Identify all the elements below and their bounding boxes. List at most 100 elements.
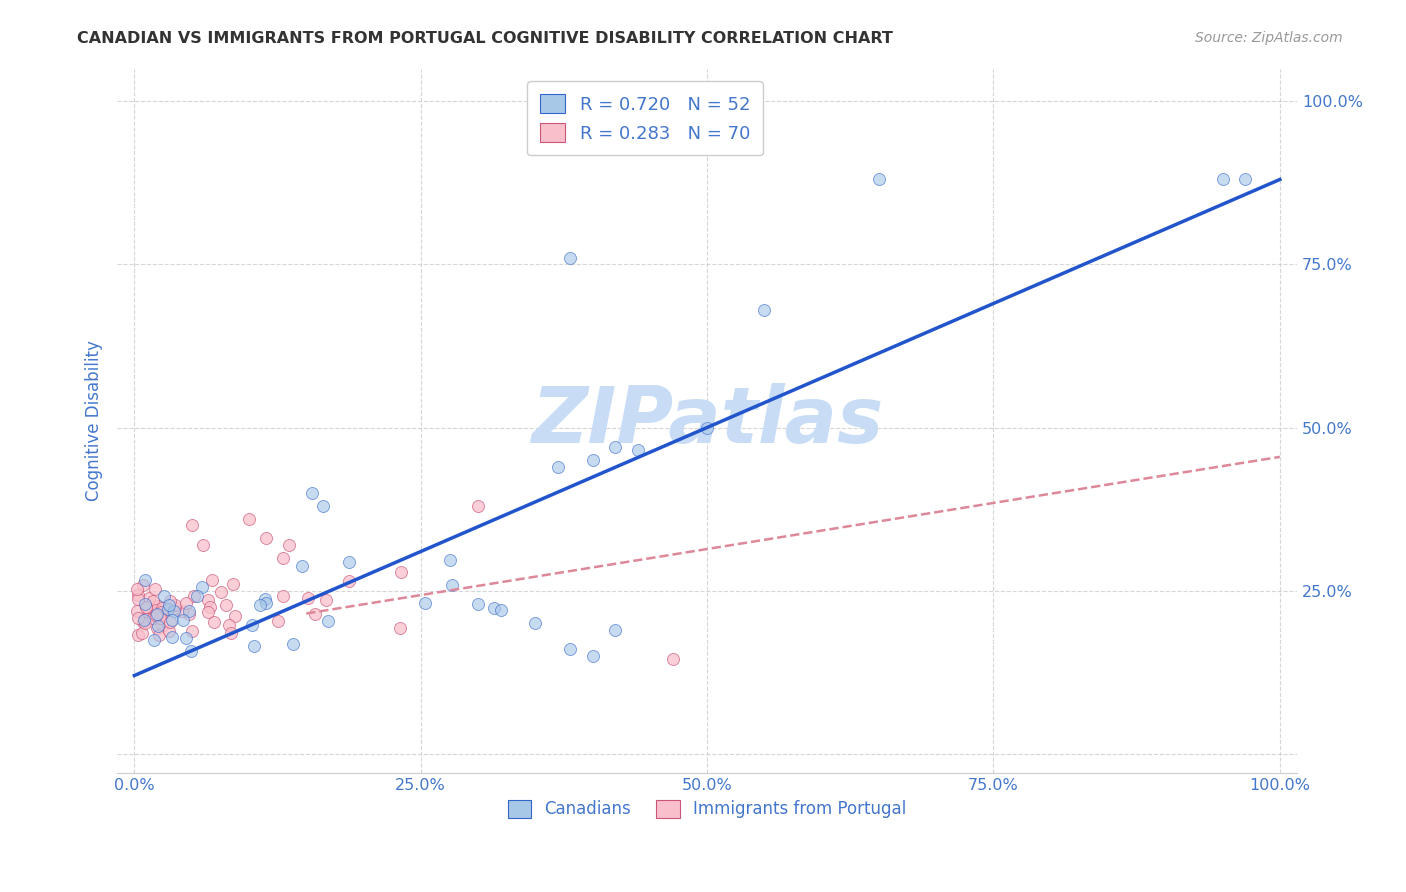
Point [160, 613, 183, 627]
Point [467, 597, 489, 611]
Point [131, 626, 153, 640]
Point [180, 644, 202, 658]
Point [127, 628, 149, 642]
Point [283, 637, 305, 651]
Point [627, 443, 650, 458]
Point [186, 589, 208, 603]
Point [605, 623, 627, 637]
Point [316, 614, 339, 628]
Point [489, 603, 512, 617]
Point [125, 604, 148, 618]
Point [160, 630, 183, 644]
Point [315, 593, 337, 607]
Point [149, 605, 172, 619]
Point [254, 532, 277, 546]
Point [243, 639, 266, 653]
Point [441, 577, 464, 591]
Point [177, 607, 200, 622]
Point [254, 596, 277, 610]
Point [180, 518, 202, 533]
Point [482, 601, 505, 615]
Point [218, 618, 240, 632]
Point [127, 610, 149, 624]
Point [159, 593, 181, 607]
Point [201, 573, 224, 587]
Point [467, 499, 489, 513]
Point [127, 588, 149, 602]
Point [222, 577, 245, 591]
Point [163, 604, 186, 618]
Point [558, 251, 581, 265]
Point [301, 485, 323, 500]
Point [176, 596, 198, 610]
Point [312, 499, 335, 513]
Point [149, 611, 172, 625]
Point [163, 601, 186, 615]
Point [135, 599, 157, 614]
Point [413, 596, 436, 610]
Point [249, 598, 271, 612]
Point [271, 551, 294, 566]
Point [150, 601, 173, 615]
Point [135, 612, 157, 626]
Point [191, 538, 214, 552]
Point [754, 303, 776, 318]
Point [181, 624, 204, 639]
Point [157, 598, 180, 612]
Point [172, 613, 194, 627]
Point [146, 621, 169, 635]
Point [142, 633, 165, 648]
Point [174, 632, 197, 646]
Point [142, 611, 165, 625]
Point [148, 618, 170, 632]
Point [198, 599, 221, 614]
Point [696, 420, 718, 434]
Point [209, 585, 232, 599]
Point [238, 512, 260, 526]
Point [388, 621, 411, 635]
Point [127, 591, 149, 606]
Point [150, 619, 173, 633]
Point [868, 172, 890, 186]
Point [142, 608, 165, 623]
Point [157, 624, 180, 638]
Point [148, 627, 170, 641]
Point [337, 574, 360, 589]
Point [1212, 172, 1234, 186]
Point [138, 591, 160, 605]
Point [337, 555, 360, 569]
Point [661, 652, 683, 666]
Text: CANADIAN VS IMMIGRANTS FROM PORTUGAL COGNITIVE DISABILITY CORRELATION CHART: CANADIAN VS IMMIGRANTS FROM PORTUGAL COG… [77, 31, 893, 46]
Point [271, 589, 294, 603]
Point [558, 642, 581, 657]
Legend: Canadians, Immigrants from Portugal: Canadians, Immigrants from Portugal [502, 793, 912, 825]
Point [266, 615, 288, 629]
Point [581, 648, 603, 663]
Point [439, 553, 461, 567]
Point [197, 605, 219, 619]
Point [125, 582, 148, 597]
Point [202, 615, 225, 629]
Point [159, 615, 181, 630]
Point [134, 598, 156, 612]
Point [153, 590, 176, 604]
Point [254, 592, 277, 607]
Point [215, 599, 238, 613]
Point [132, 615, 155, 629]
Point [145, 607, 167, 622]
Point [581, 453, 603, 467]
Point [132, 578, 155, 592]
Point [150, 607, 173, 621]
Point [148, 599, 170, 613]
Point [134, 616, 156, 631]
Point [291, 559, 314, 574]
Text: ZIPatlas: ZIPatlas [531, 383, 883, 459]
Point [146, 607, 169, 622]
Point [156, 602, 179, 616]
Point [278, 538, 301, 552]
Point [135, 600, 157, 615]
Point [304, 607, 326, 621]
Point [142, 594, 165, 608]
Point [224, 608, 246, 623]
Point [165, 598, 187, 612]
